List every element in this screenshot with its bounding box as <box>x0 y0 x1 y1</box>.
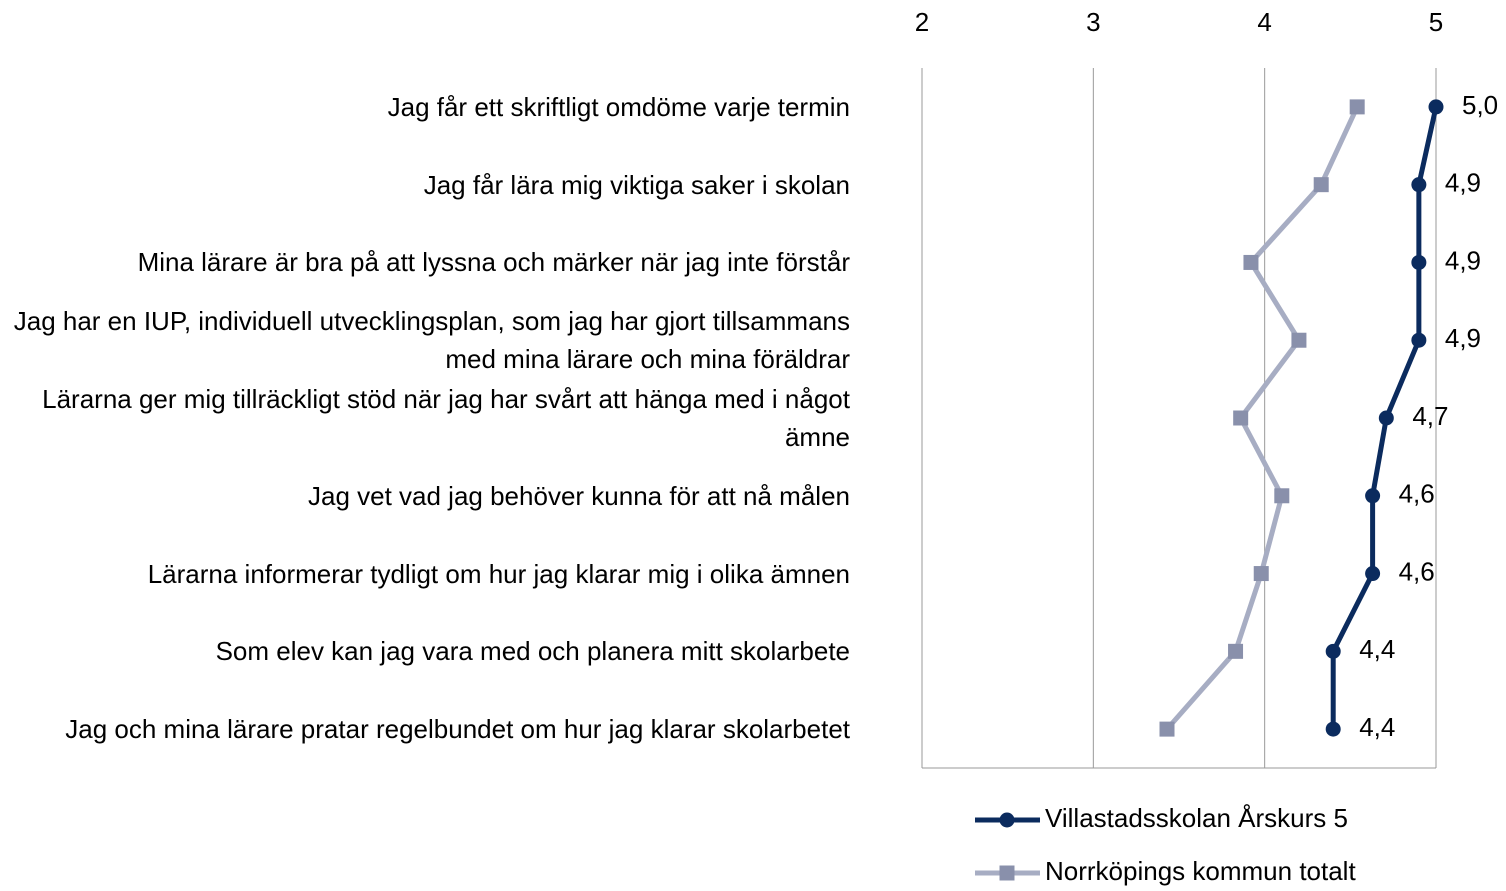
y-tick-label: Jag får lära mig viktiga saker i skolan <box>423 169 850 200</box>
y-tick-label: Jag och mina lärare pratar regelbundet o… <box>65 714 850 745</box>
data-label: 4,4 <box>1359 712 1395 742</box>
legend-label: Norrköpings kommun totalt <box>1045 856 1356 886</box>
marker <box>999 812 1015 828</box>
y-tick-label: Jag får ett skriftligt omdöme varje term… <box>387 91 850 122</box>
x-tick-label: 3 <box>1086 7 1100 37</box>
marker <box>1274 488 1290 504</box>
data-label: 4,4 <box>1359 634 1395 664</box>
marker <box>1411 177 1427 193</box>
marker <box>1365 488 1381 504</box>
marker <box>1411 254 1427 270</box>
data-label: 4,6 <box>1399 479 1435 509</box>
marker <box>1325 643 1341 659</box>
data-label: 5,0 <box>1462 90 1498 120</box>
data-label: 4,9 <box>1445 168 1481 198</box>
marker <box>1365 566 1381 582</box>
marker <box>1378 410 1394 426</box>
x-tick-label: 4 <box>1257 7 1271 37</box>
data-label: 4,9 <box>1445 245 1481 275</box>
marker <box>1291 332 1307 348</box>
y-tick-label: Mina lärare är bra på att lyssna och mär… <box>137 247 850 278</box>
y-tick-label: Lärarna informerar tydligt om hur jag kl… <box>147 558 850 589</box>
x-tick-label: 2 <box>915 7 929 37</box>
data-label: 4,7 <box>1412 401 1448 431</box>
data-label: 4,9 <box>1445 323 1481 353</box>
data-label: 4,6 <box>1399 556 1435 586</box>
marker <box>1233 410 1249 426</box>
marker <box>999 865 1015 881</box>
y-tick-label: Jag vet vad jag behöver kunna för att nå… <box>307 480 850 511</box>
marker <box>1349 99 1365 115</box>
series-line <box>1165 105 1360 731</box>
marker <box>1253 566 1269 582</box>
x-tick-label: 5 <box>1429 7 1443 37</box>
marker <box>1243 254 1259 270</box>
marker <box>1325 721 1341 737</box>
marker <box>1428 99 1444 115</box>
marker <box>1228 643 1244 659</box>
y-tick-label: Jag har en IUP, individuell utvecklingsp… <box>13 306 850 375</box>
marker <box>1159 721 1175 737</box>
legend-label: Villastadsskolan Årskurs 5 <box>1045 803 1348 833</box>
marker <box>1313 177 1329 193</box>
marker <box>1411 332 1427 348</box>
y-tick-label: Som elev kan jag vara med och planera mi… <box>215 636 850 667</box>
y-tick-label: Lärarna ger mig tillräckligt stöd när ja… <box>42 384 850 452</box>
